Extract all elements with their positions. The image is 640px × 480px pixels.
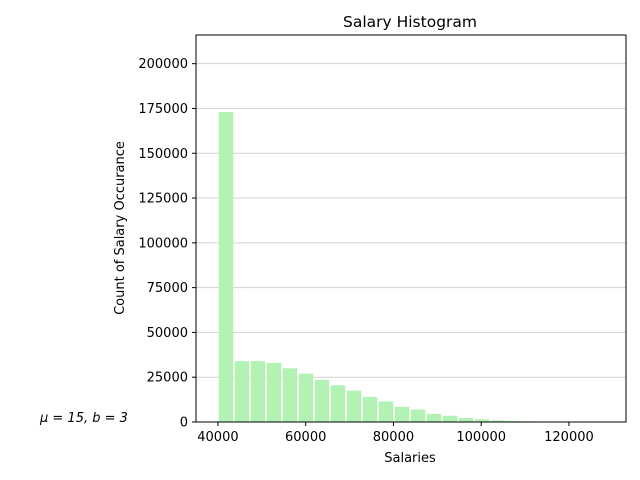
x-tick-label-4: 120000 bbox=[544, 430, 594, 445]
histogram-bar-3 bbox=[266, 362, 282, 422]
y-axis-ticks: 0 25000 50000 75000 100000 125000 150000 175000… bbox=[138, 57, 196, 431]
histogram-bar-10 bbox=[378, 401, 394, 422]
histogram-bar-17 bbox=[490, 420, 506, 422]
y-axis-label: Count of Salary Occurance bbox=[113, 141, 128, 315]
histogram-bar-18 bbox=[507, 420, 522, 422]
y-tick-label-1: 25000 bbox=[147, 371, 188, 386]
y-tick-label-4: 100000 bbox=[138, 236, 188, 251]
histogram-bars bbox=[218, 112, 618, 423]
x-tick-label-1: 60000 bbox=[285, 430, 326, 445]
chart-title: Salary Histogram bbox=[343, 13, 477, 31]
histogram-bar-12 bbox=[410, 409, 426, 422]
histogram-bar-15 bbox=[458, 418, 474, 422]
histogram-bar-14 bbox=[442, 415, 458, 422]
histogram-bar-16 bbox=[474, 419, 490, 422]
y-tick-label-5: 125000 bbox=[138, 192, 188, 207]
histogram-bar-13 bbox=[426, 413, 442, 422]
histogram-bar-8 bbox=[346, 390, 362, 422]
histogram-bar-2 bbox=[250, 361, 266, 422]
x-axis-ticks: 40000 60000 80000 100000 120000 bbox=[197, 422, 594, 445]
x-tick-label-2: 80000 bbox=[373, 430, 414, 445]
histogram-bar-6 bbox=[314, 379, 330, 422]
y-tick-label-8: 200000 bbox=[138, 57, 188, 72]
histogram-bar-11 bbox=[394, 406, 410, 422]
histogram-bar-9 bbox=[362, 396, 378, 422]
plot-frame bbox=[195, 34, 627, 423]
histogram-bar-5 bbox=[298, 373, 314, 422]
x-tick-label-3: 100000 bbox=[456, 430, 506, 445]
y-tick-label-7: 175000 bbox=[138, 102, 188, 117]
histogram-bar-4 bbox=[282, 368, 298, 422]
x-axis-label: Salaries bbox=[384, 451, 436, 466]
x-tick-label-0: 40000 bbox=[197, 430, 238, 445]
y-tick-label-3: 75000 bbox=[147, 281, 188, 296]
y-tick-label-2: 50000 bbox=[147, 326, 188, 341]
grid-lines bbox=[196, 63, 626, 378]
y-tick-label-0: 0 bbox=[180, 416, 188, 431]
distribution-annotation: μ = 15, b = 3 bbox=[39, 411, 128, 426]
histogram-bar-0 bbox=[218, 112, 234, 423]
histogram-bar-7 bbox=[330, 385, 346, 422]
y-tick-label-6: 150000 bbox=[138, 147, 188, 162]
histogram-bar-1 bbox=[234, 361, 250, 422]
